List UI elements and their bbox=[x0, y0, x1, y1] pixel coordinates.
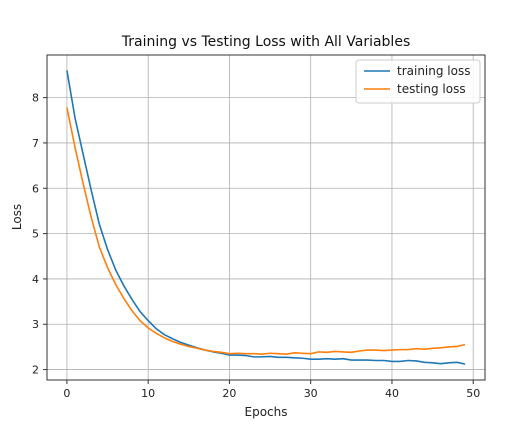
plot-background bbox=[47, 55, 485, 380]
chart-title: Training vs Testing Loss with All Variab… bbox=[121, 34, 410, 50]
legend-label-testing-loss: testing loss bbox=[397, 82, 466, 96]
y-axis-ticks: 2 3 4 5 6 7 8 bbox=[32, 92, 47, 377]
y-tick-label: 2 bbox=[32, 364, 39, 377]
y-tick-label: 5 bbox=[32, 228, 39, 241]
series-line-training-loss bbox=[66, 70, 466, 365]
x-tick-label: 40 bbox=[385, 387, 399, 400]
y-tick-label: 7 bbox=[32, 137, 39, 150]
y-tick-label: 8 bbox=[32, 92, 39, 105]
x-tick-label: 10 bbox=[141, 387, 155, 400]
plot-frame bbox=[46, 54, 486, 381]
x-tick-label: 30 bbox=[304, 387, 318, 400]
x-axis-label: Epochs bbox=[245, 405, 288, 419]
legend-label-training-loss: training loss bbox=[397, 64, 470, 78]
legend: training loss testing loss bbox=[355, 59, 481, 104]
y-tick-label: 3 bbox=[32, 318, 39, 331]
y-tick-label: 6 bbox=[32, 182, 39, 195]
y-tick-label: 4 bbox=[32, 273, 39, 286]
series-line-testing-loss bbox=[66, 107, 466, 355]
x-tick-label: 50 bbox=[466, 387, 480, 400]
series-layer bbox=[66, 70, 466, 365]
x-axis-ticks: 0 10 20 30 40 50 bbox=[63, 380, 480, 400]
y-axis-label: Loss bbox=[10, 204, 24, 230]
x-tick-label: 0 bbox=[63, 387, 70, 400]
x-tick-label: 20 bbox=[222, 387, 236, 400]
